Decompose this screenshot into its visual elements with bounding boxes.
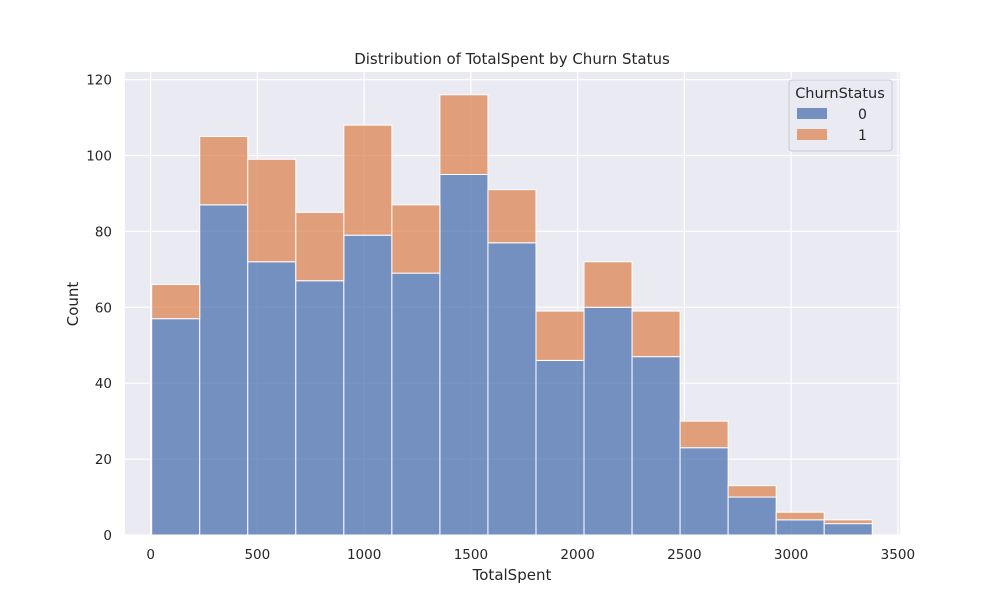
bar-series-0-bin-6 [439,173,489,536]
y-tick-label-1: 20 [95,452,112,468]
bar-series-0-bin-8 [535,359,585,536]
bar-series-1-bin-11 [679,420,729,449]
bar-series-1-bin-4 [343,124,393,236]
bar-series-0-bin-10 [631,356,681,536]
y-tick-label-6: 120 [86,73,112,89]
chart-title: Distribution of TotalSpent by Churn Stat… [354,50,670,68]
bar-series-0-bin-0 [151,318,201,536]
bar-series-0-bin-2 [247,261,297,536]
bars [151,94,873,536]
bar-series-1-bin-10 [631,310,681,358]
bar-series-1-bin-12 [727,485,777,498]
legend-swatch-0 [797,108,827,119]
bar-series-1-bin-2 [247,158,297,263]
legend-swatch-1 [797,129,827,140]
x-tick-label-2: 1000 [347,547,381,563]
y-tick-labels: 0 20 40 60 80 100 120 [86,73,112,544]
bar-series-1-bin-9 [583,261,633,308]
bar-series-1-bin-8 [535,310,585,361]
bar-series-1-bin-1 [199,136,249,206]
legend-label-1: 1 [858,128,867,144]
bar-series-1-bin-5 [391,204,441,274]
bar-series-1-bin-7 [487,189,537,244]
bar-series-0-bin-7 [487,242,537,536]
x-tick-label-7: 3500 [881,547,915,563]
bar-series-1-bin-6 [439,94,489,175]
y-tick-label-3: 60 [95,300,112,316]
y-tick-label-0: 0 [103,528,112,544]
bar-series-0-bin-14 [823,523,873,536]
x-tick-label-3: 1500 [454,547,488,563]
bar-series-1-bin-14 [823,519,873,525]
x-tick-labels: 0 500 1000 1500 2000 2500 3000 3500 [146,547,915,563]
y-tick-label-2: 40 [95,376,112,392]
bar-series-0-bin-4 [343,234,393,536]
x-tick-label-6: 3000 [774,547,808,563]
x-tick-label-4: 2000 [560,547,594,563]
bar-series-0-bin-12 [727,496,777,536]
bar-series-0-bin-5 [391,272,441,536]
bar-series-1-bin-3 [295,211,345,282]
x-axis-label: TotalSpent [472,566,552,584]
bar-series-0-bin-3 [295,280,345,536]
bar-series-0-bin-1 [199,204,249,536]
y-axis-label: Count [64,282,82,327]
bar-series-1-bin-0 [151,284,201,320]
bar-series-1-bin-13 [775,511,825,521]
bar-series-0-bin-11 [679,447,729,536]
bar-series-0-bin-13 [775,519,825,536]
y-tick-label-5: 100 [86,148,112,164]
x-tick-label-1: 500 [244,547,270,563]
legend-label-0: 0 [858,107,867,123]
x-tick-label-5: 2500 [667,547,701,563]
bar-series-0-bin-9 [583,306,633,536]
y-tick-label-4: 80 [95,224,112,240]
legend: ChurnStatus 0 1 [788,79,893,152]
x-tick-label-0: 0 [146,547,155,563]
legend-title: ChurnStatus [795,86,885,102]
